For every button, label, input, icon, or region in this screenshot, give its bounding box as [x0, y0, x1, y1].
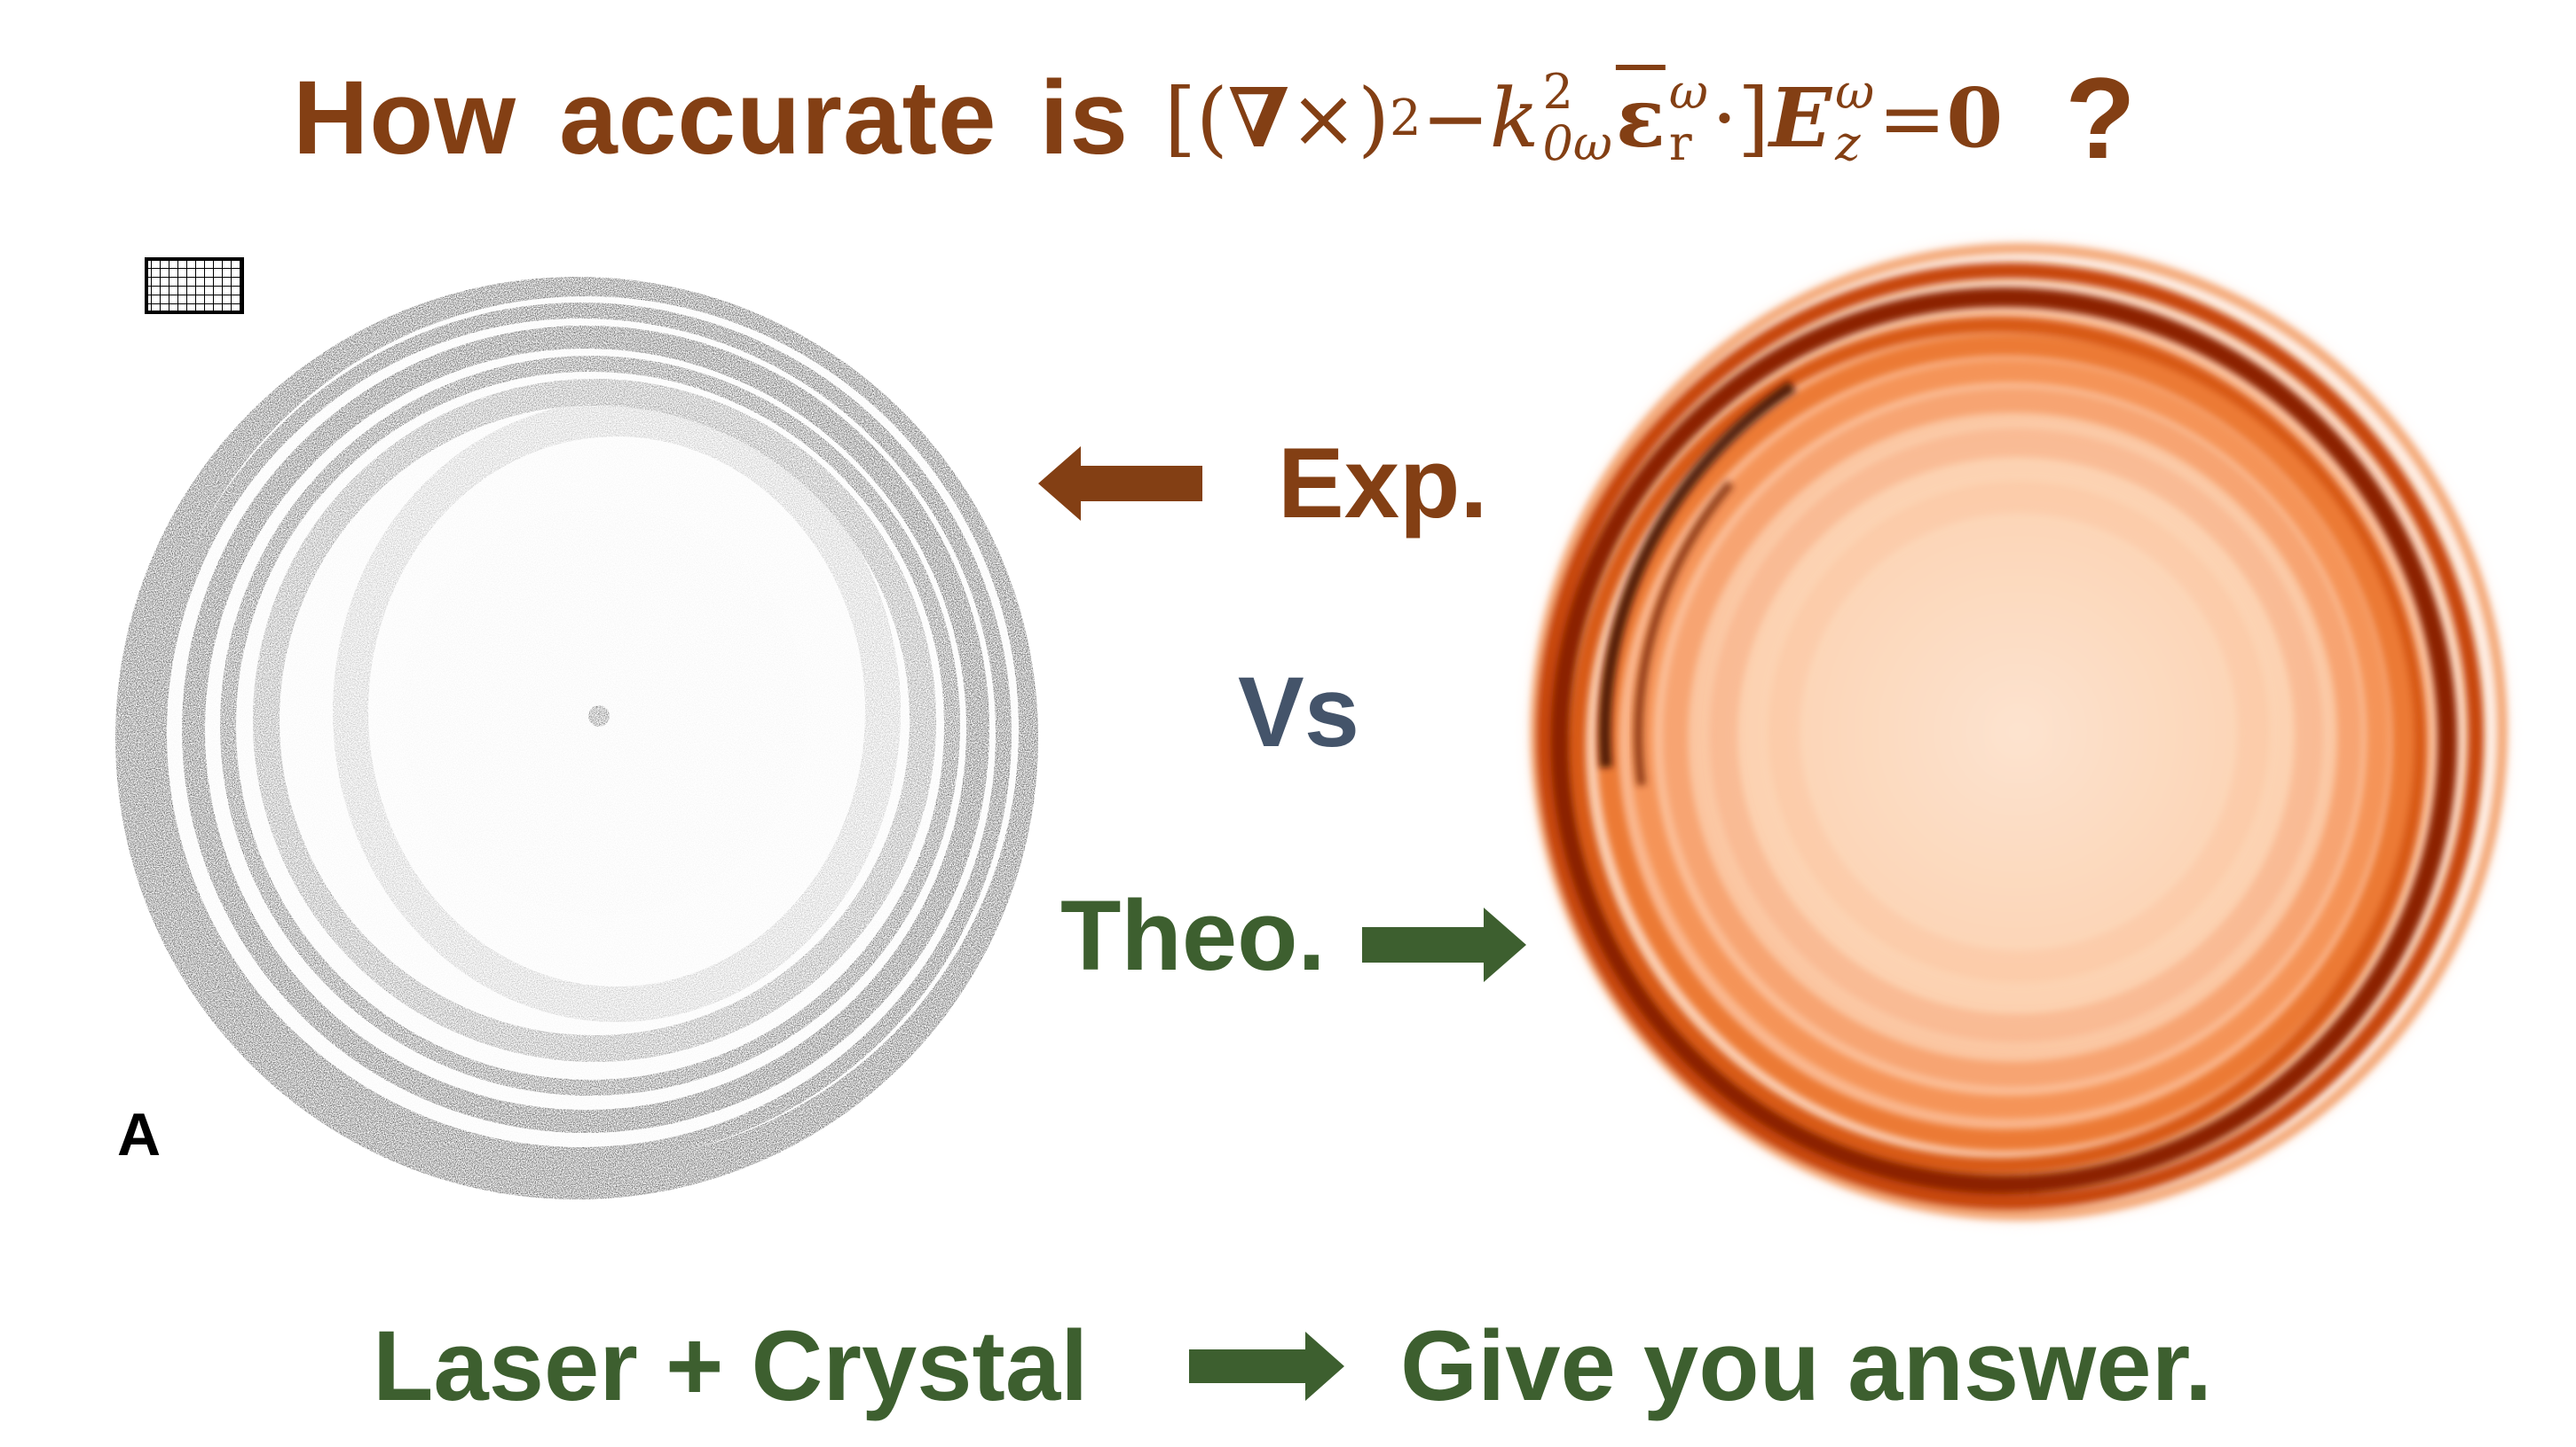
eq-k: k: [1489, 70, 1540, 166]
experiment-image: A: [89, 197, 1058, 1262]
panel-label-a: A: [117, 1101, 161, 1168]
eq-eps-sub: r: [1668, 115, 1692, 171]
title-word-is: is: [1039, 59, 1129, 177]
arrow-left-icon: [1038, 446, 1202, 521]
bottom-left-text: Laser + Crystal: [373, 1310, 1089, 1421]
eq-k-sup: 2: [1542, 64, 1573, 120]
grid-inset: [145, 257, 244, 314]
eq-cross: ×): [1289, 70, 1390, 166]
eq-nabla: ∇: [1227, 70, 1290, 166]
eq-equals: =: [1878, 70, 1947, 166]
label-theory: Theo.: [1060, 880, 1326, 991]
eq-k-scripts: 2 0ω: [1543, 68, 1612, 168]
eq-open: [(: [1163, 70, 1228, 166]
bottom-right-text: Give you answer.: [1400, 1310, 2213, 1421]
eq-minus: −: [1421, 70, 1490, 166]
theory-image: [1500, 200, 2538, 1278]
eq-E: E: [1769, 70, 1832, 166]
label-versus: Vs: [1238, 657, 1359, 767]
eq-square: 2: [1390, 89, 1422, 147]
eq-E-sup: ω: [1835, 64, 1875, 120]
eq-dot: ·]: [1711, 70, 1770, 166]
eq-E-sub: z: [1835, 115, 1861, 171]
eq-zero: 0: [1946, 70, 2004, 166]
arrow-right-bottom-icon: [1189, 1332, 1344, 1401]
eq-eps-sup: ω: [1668, 64, 1708, 120]
question-mark: ?: [2065, 53, 2136, 183]
title-word-accurate: accurate: [559, 59, 997, 177]
arrow-right-icon: [1362, 908, 1526, 982]
label-experiment: Exp.: [1278, 428, 1488, 539]
title-word-how: How: [293, 59, 517, 177]
eq-k-sub: 0ω: [1542, 115, 1612, 171]
eq-epsilon: ε: [1615, 70, 1666, 166]
